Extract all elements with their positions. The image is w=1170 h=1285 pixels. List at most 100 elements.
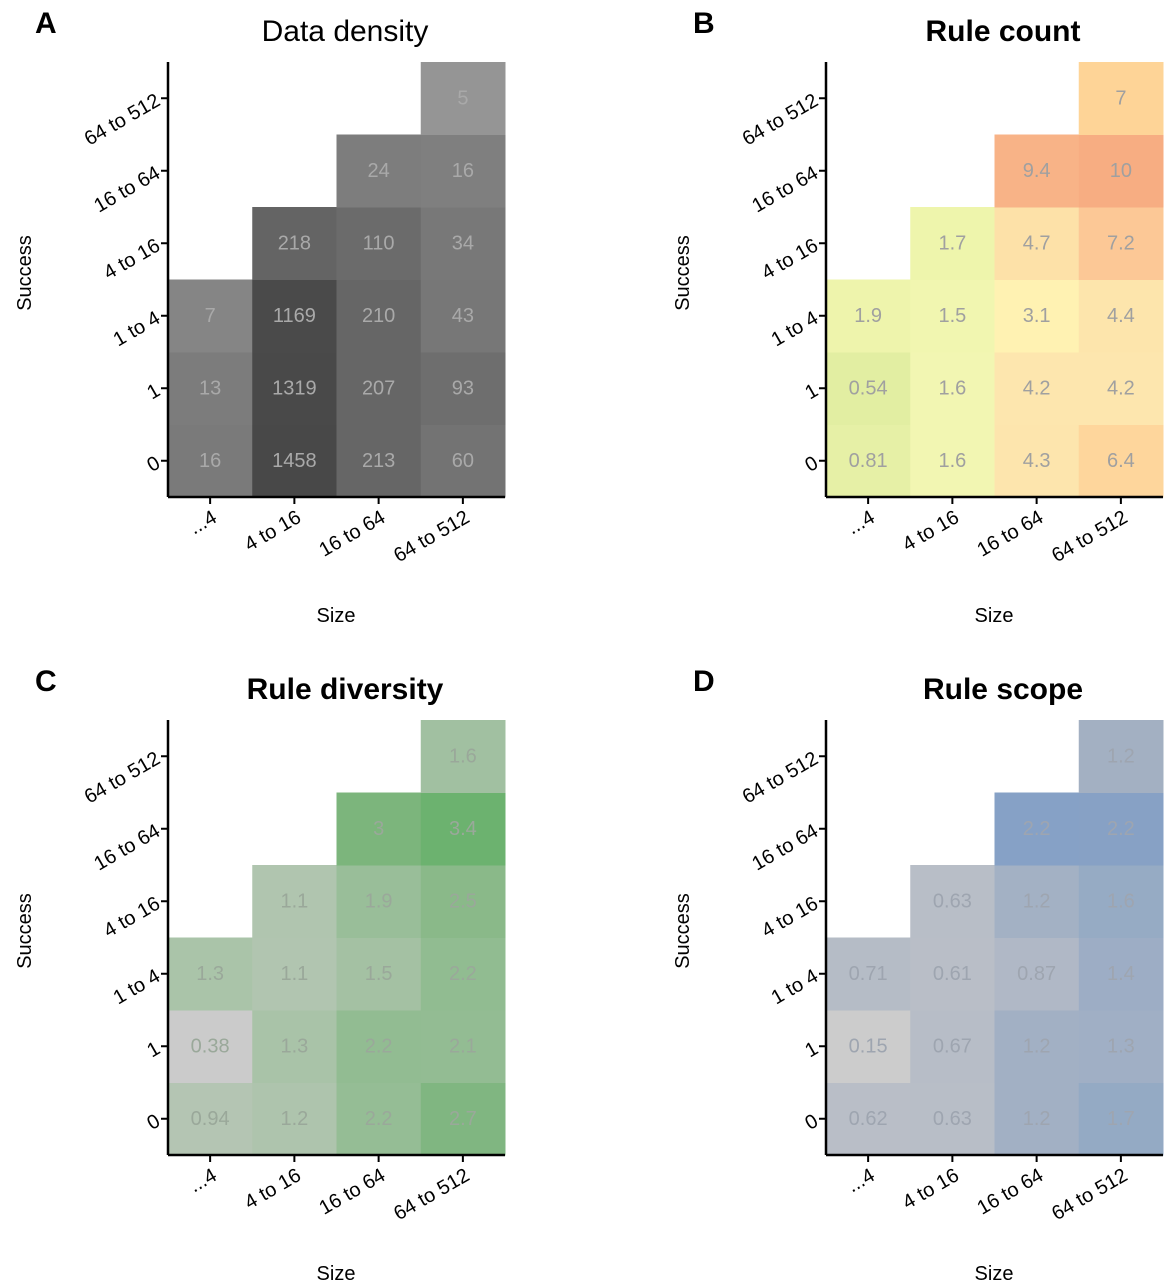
heatmap-cell [1078,792,1164,866]
x-tick-label: ...4 [186,506,221,539]
x-tick-label: 64 to 512 [1048,506,1131,567]
heatmap-cell [910,1082,995,1156]
heatmap-cell [420,937,506,1011]
x-tick-label: 16 to 64 [974,506,1048,561]
heatmap-cell [336,792,422,866]
panel-title: Rule diversity [247,673,444,706]
cell-value-label: 93 [452,377,474,399]
cell-value-label: 210 [362,305,395,327]
heatmap-cell [336,279,422,353]
cell-value-label: 1458 [272,450,317,472]
cell-value-label: 2.2 [365,1108,393,1130]
y-tick-label: 0 [143,452,164,477]
x-tick-label: 64 to 512 [1048,1164,1131,1225]
cell-value-label: 1.2 [1023,1035,1051,1057]
heatmap-cell [1078,279,1164,353]
heatmap-cell [336,1010,422,1083]
heatmap-panel-a: 16 1458 213 60 13 1319 207 93 7 1169 210 43 218 110 34… [14,7,506,627]
x-tick-label: 4 to 16 [899,506,963,556]
cell-value-label: 0.87 [1017,963,1056,985]
x-tick-label: 16 to 64 [974,1164,1048,1219]
cell-value-label: 16 [452,160,474,182]
heatmap-cell [1078,62,1164,135]
heatmap-cell [252,279,337,353]
cell-value-label: 9.4 [1023,160,1051,182]
y-tick-label: 1 [143,380,164,405]
cell-value-label: 60 [452,450,474,472]
heatmap-cell [336,424,422,498]
cell-value-label: 1.5 [365,963,393,985]
heatmap-cell [826,279,911,353]
y-tick-label: 16 to 64 [748,162,822,217]
heatmap-cell [1078,134,1164,208]
heatmap-cell [826,937,911,1011]
cell-value-label: 0.63 [933,1108,972,1130]
heatmap-cell [336,207,422,280]
cell-value-label: 2.2 [449,963,477,985]
cell-value-label: 13 [199,377,221,399]
cell-value-label: 1.4 [1107,963,1135,985]
cell-value-label: 0.71 [849,963,888,985]
panel-title: Rule count [926,15,1081,48]
heatmap-cell [1078,1010,1164,1083]
y-tick-label: 0 [801,1110,822,1135]
cell-value-label: 43 [452,305,474,327]
cell-value-label: 218 [278,232,311,254]
x-tick-label: 4 to 16 [241,1164,305,1214]
x-tick-label: 4 to 16 [899,1164,963,1214]
heatmap-cell [1078,207,1164,280]
cell-value-label: 1.2 [1107,745,1135,767]
y-tick-label: 4 to 16 [758,235,822,285]
cell-value-label: 1.1 [280,890,308,912]
heatmap-cell [994,937,1080,1011]
x-tick-label: 4 to 16 [241,506,305,556]
y-tick-label: 0 [801,452,822,477]
cell-value-label: 6.4 [1107,450,1135,472]
heatmap-cell [994,279,1080,353]
heatmap-cell [168,352,253,425]
cell-value-label: 1.9 [365,890,393,912]
heatmap-cell [910,865,995,938]
panel-title: Rule scope [923,673,1083,706]
heatmap-cell [420,62,506,135]
cell-value-label: 2.1 [449,1035,477,1057]
y-tick-label: 16 to 64 [748,820,822,875]
y-axis-title: Success [672,893,694,969]
cell-value-label: 110 [363,232,395,254]
heatmap-cell [994,792,1080,866]
heatmap-cell [168,1010,253,1083]
y-tick-label: 64 to 512 [739,748,822,809]
cell-value-label: 1.3 [280,1035,308,1057]
heatmap-cell [252,1082,337,1156]
cell-value-label: 1.5 [938,305,966,327]
cell-value-label: 1.7 [1107,1108,1135,1130]
y-tick-label: 0 [143,1110,164,1135]
x-tick-label: 16 to 64 [316,506,390,561]
y-tick-label: 64 to 512 [739,90,822,151]
heatmap-cell [910,207,995,280]
cell-value-label: 0.54 [849,377,888,399]
y-tick-label: 1 to 4 [110,965,164,1009]
cell-value-label: 2.2 [1023,818,1051,840]
heatmap-cell [1078,424,1164,498]
heatmap-cell [420,792,506,866]
heatmap-cell [336,937,422,1011]
heatmap-cell [910,352,995,425]
cell-value-label: 0.63 [933,890,972,912]
heatmap-cell [252,207,337,280]
cell-value-label: 0.67 [933,1035,972,1057]
heatmap-cell [1078,1082,1164,1156]
heatmap-cell [1078,352,1164,425]
cell-value-label: 4.2 [1107,377,1135,399]
panel-letter: C [35,665,57,698]
cell-value-label: 0.81 [849,450,888,472]
cell-value-label: 1319 [272,377,317,399]
y-tick-label: 16 to 64 [90,820,164,875]
cell-value-label: 5 [457,87,468,109]
cell-value-label: 0.62 [849,1108,888,1130]
cell-value-label: 1.3 [1107,1035,1135,1057]
y-tick-label: 1 to 4 [768,965,822,1009]
x-axis-title: Size [975,605,1014,627]
heatmap-cell [994,865,1080,938]
cell-value-label: 1.6 [449,745,477,767]
